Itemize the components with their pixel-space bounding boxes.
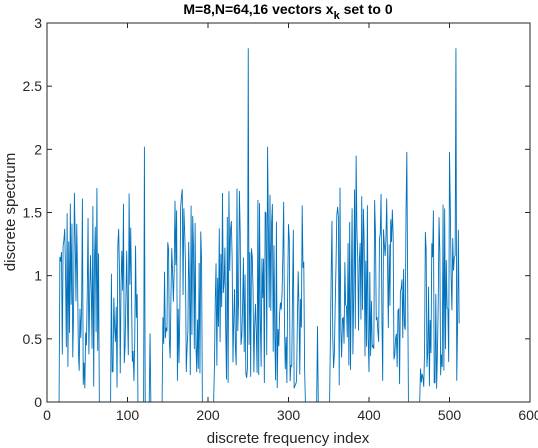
y-tick-label: 2.5 [23, 78, 43, 94]
y-tick-label: 1.5 [23, 205, 43, 221]
x-tick-label: 300 [277, 407, 301, 423]
chart-title-tail: set to 0 [340, 1, 393, 17]
y-tick-label: 2 [34, 141, 42, 157]
y-axis-label: discrete spectrum [2, 153, 19, 271]
y-ticks: 0 0.5 1 1.5 2 2.5 3 [23, 15, 530, 410]
y-tick-label: 0 [34, 394, 42, 410]
x-ticks: 0 100 200 300 400 500 600 [43, 23, 538, 423]
series-line [47, 48, 460, 403]
y-tick-label: 1 [34, 268, 42, 284]
y-tick-label: 0.5 [23, 331, 43, 347]
chart-title-subscript: k [334, 10, 341, 22]
y-tick-label: 3 [34, 15, 42, 31]
x-tick-label: 0 [43, 407, 51, 423]
series-layer [47, 48, 460, 403]
x-tick-label: 100 [116, 407, 140, 423]
x-axis-label: discrete frequency index [207, 430, 370, 447]
chart-title: M=8,N=64,16 vectors xk set to 0 [183, 1, 392, 22]
x-tick-label: 500 [438, 407, 462, 423]
chart-title-main: M=8,N=64,16 vectors x [183, 1, 333, 17]
x-tick-label: 600 [518, 407, 538, 423]
x-tick-label: 200 [196, 407, 220, 423]
x-tick-label: 400 [357, 407, 381, 423]
